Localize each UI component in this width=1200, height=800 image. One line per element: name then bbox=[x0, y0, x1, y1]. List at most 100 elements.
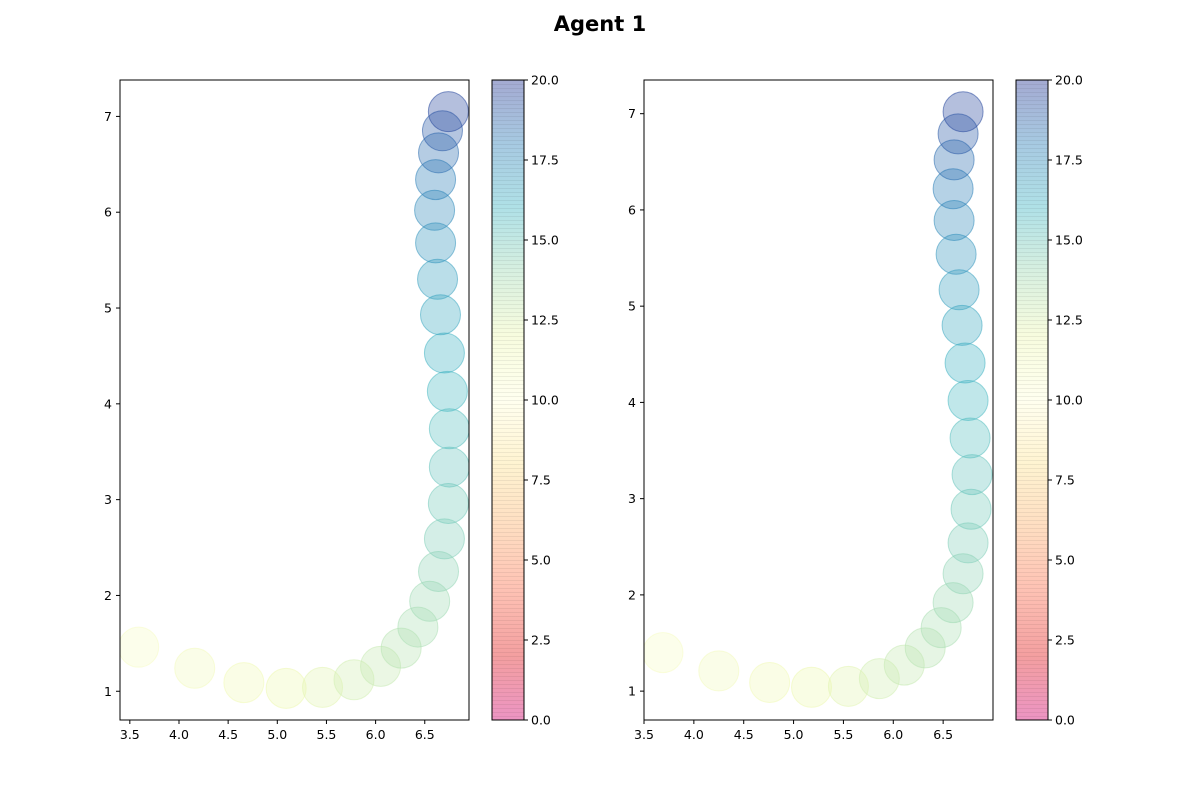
colorbar-tick-label: 2.5 bbox=[531, 633, 551, 648]
scatter-point bbox=[933, 139, 975, 181]
scatter-point bbox=[223, 662, 265, 704]
scatter-point bbox=[419, 294, 461, 336]
y-tick-label: 7 bbox=[628, 106, 636, 121]
points-group bbox=[120, 91, 469, 709]
scatter-point bbox=[333, 659, 375, 701]
y-tick-label: 4 bbox=[628, 395, 636, 410]
scatter-point bbox=[415, 159, 457, 201]
colorbar-tick-label: 0.0 bbox=[531, 713, 551, 728]
x-tick-label: 4.5 bbox=[734, 727, 754, 742]
scatter-point bbox=[174, 647, 216, 689]
scatter-point bbox=[949, 417, 991, 459]
figure-title: Agent 1 bbox=[553, 12, 647, 36]
x-tick-label: 4.0 bbox=[684, 727, 704, 742]
scatter-point bbox=[950, 488, 992, 530]
colorbar-tick-label: 5.0 bbox=[1055, 553, 1075, 568]
scatter-panel-1: 3.5 4.0 4.5 5.0 5.5 6.0 6.5 1 2 3 4 5 6 7 0.0 2.5 5.0 7.5… bbox=[104, 73, 559, 743]
scatter-point bbox=[935, 233, 977, 275]
y-tick-label: 2 bbox=[104, 588, 112, 603]
colorbar-tick-label: 2.5 bbox=[1055, 633, 1075, 648]
y-tick-label: 1 bbox=[628, 684, 636, 699]
colorbar-tick-label: 17.5 bbox=[1055, 153, 1083, 168]
points-group bbox=[644, 91, 993, 708]
scatter-point bbox=[427, 91, 469, 133]
colorbar-tick-label: 0.0 bbox=[1055, 713, 1075, 728]
scatter-point bbox=[942, 553, 984, 595]
scatter-point bbox=[858, 658, 900, 700]
colorbar-tick-label: 7.5 bbox=[531, 473, 551, 488]
scatter-point bbox=[644, 632, 684, 674]
x-tick-label: 5.0 bbox=[267, 727, 287, 742]
x-tick-label: 5.0 bbox=[784, 727, 804, 742]
scatter-point bbox=[302, 666, 344, 708]
scatter-point bbox=[938, 269, 980, 311]
y-tick-label: 5 bbox=[104, 301, 112, 316]
x-tick-label: 6.5 bbox=[415, 727, 435, 742]
x-tick-label: 5.5 bbox=[317, 727, 337, 742]
colorbar-tick-label: 12.5 bbox=[1055, 313, 1083, 328]
scatter-point bbox=[418, 550, 460, 592]
scatter-point bbox=[423, 518, 465, 560]
colorbar-tick-label: 7.5 bbox=[1055, 473, 1075, 488]
colorbar-tick-label: 17.5 bbox=[531, 153, 559, 168]
colorbar-tick-label: 10.0 bbox=[531, 393, 559, 408]
scatter-point bbox=[883, 644, 925, 686]
scatter-point bbox=[942, 91, 984, 133]
colorbar-lines bbox=[492, 80, 524, 720]
y-tick-label: 5 bbox=[628, 299, 636, 314]
colorbar-tick-label: 20.0 bbox=[1055, 73, 1083, 88]
colorbar-tick-label: 15.0 bbox=[1055, 233, 1083, 248]
scatter-point bbox=[426, 370, 468, 412]
x-tick-label: 4.0 bbox=[169, 727, 189, 742]
colorbar: 0.0 2.5 5.0 7.5 10.0 12.5 15.0 17.5 20.0 bbox=[1015, 73, 1083, 728]
x-tick-label: 6.0 bbox=[883, 727, 903, 742]
y-tick-label: 7 bbox=[104, 109, 112, 124]
y-tick-label: 6 bbox=[104, 205, 112, 220]
scatter-point bbox=[937, 113, 979, 155]
colorbar-tick-label: 15.0 bbox=[531, 233, 559, 248]
scatter-point bbox=[933, 200, 975, 242]
scatter-point bbox=[947, 522, 989, 564]
scatter-point bbox=[380, 627, 422, 669]
scatter-point bbox=[791, 666, 833, 708]
scatter-point bbox=[932, 168, 974, 210]
y-tick-label: 3 bbox=[628, 491, 636, 506]
x-tick-label: 5.5 bbox=[833, 727, 853, 742]
scatter-point bbox=[932, 582, 974, 624]
scatter-point bbox=[947, 379, 989, 421]
x-tick-label: 3.5 bbox=[634, 727, 654, 742]
x-tick-label: 3.5 bbox=[120, 727, 140, 742]
scatter-point bbox=[415, 222, 457, 264]
scatter-point bbox=[418, 132, 460, 174]
scatter-point bbox=[920, 607, 962, 649]
colorbar-tick-label: 12.5 bbox=[531, 313, 559, 328]
scatter-panel-2: 3.5 4.0 4.5 5.0 5.5 6.0 6.5 1 2 3 4 5 6 7 0.0 2.5 5.0 7.5… bbox=[628, 73, 1083, 743]
axes-frame bbox=[643, 79, 994, 721]
y-tick-label: 4 bbox=[104, 396, 112, 411]
scatter-point bbox=[944, 342, 986, 384]
scatter-point bbox=[265, 667, 307, 709]
scatter-point bbox=[414, 189, 456, 231]
colorbar: 0.0 2.5 5.0 7.5 10.0 12.5 15.0 17.5 20.0 bbox=[491, 73, 559, 728]
scatter-point bbox=[428, 446, 469, 488]
colorbar-tick-label: 20.0 bbox=[531, 73, 559, 88]
scatter-point bbox=[749, 661, 791, 703]
x-tick-label: 6.5 bbox=[933, 727, 953, 742]
colorbar-tick-label: 10.0 bbox=[1055, 393, 1083, 408]
scatter-point bbox=[827, 665, 869, 707]
scatter-point bbox=[941, 304, 983, 346]
scatter-point bbox=[417, 258, 459, 300]
y-tick-label: 3 bbox=[104, 492, 112, 507]
x-tick-label: 4.5 bbox=[218, 727, 238, 742]
scatter-point bbox=[423, 332, 465, 374]
axes-frame bbox=[119, 79, 470, 721]
colorbar-lines bbox=[1016, 80, 1048, 720]
scatter-point bbox=[360, 645, 402, 687]
scatter-point bbox=[951, 454, 993, 496]
y-tick-label: 2 bbox=[628, 587, 636, 602]
scatter-point bbox=[904, 627, 946, 669]
scatter-point bbox=[698, 650, 740, 692]
scatter-point bbox=[427, 482, 469, 524]
scatter-point bbox=[397, 606, 439, 648]
